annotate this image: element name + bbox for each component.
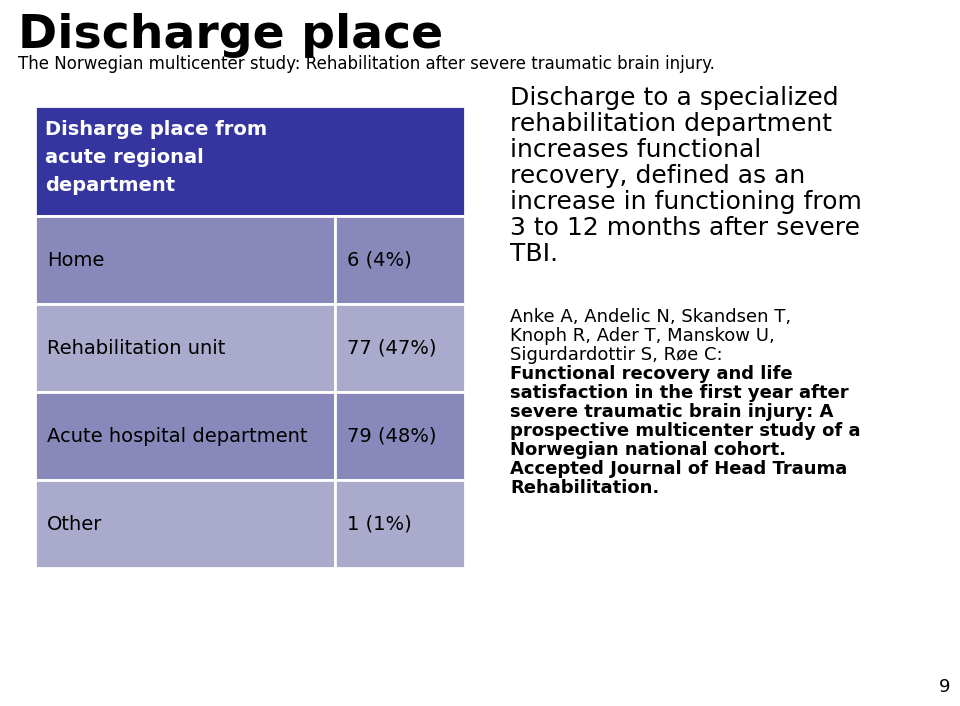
FancyBboxPatch shape [335, 216, 465, 304]
Text: 1 (1%): 1 (1%) [347, 515, 412, 534]
Text: Disharge place from: Disharge place from [45, 120, 267, 139]
Text: The Norwegian multicenter study: Rehabilitation after severe traumatic brain inj: The Norwegian multicenter study: Rehabil… [18, 55, 715, 73]
Text: Acute hospital department: Acute hospital department [47, 426, 307, 445]
Text: acute regional: acute regional [45, 148, 204, 167]
Text: 77 (47%): 77 (47%) [347, 338, 437, 357]
Text: department: department [45, 176, 175, 195]
Text: Sigurdardottir S, Røe C:: Sigurdardottir S, Røe C: [510, 346, 723, 364]
Text: satisfaction in the first year after: satisfaction in the first year after [510, 384, 849, 402]
Text: increase in functioning from: increase in functioning from [510, 190, 862, 214]
Text: Norwegian national cohort.: Norwegian national cohort. [510, 441, 786, 459]
FancyBboxPatch shape [35, 106, 465, 216]
Text: increases functional: increases functional [510, 138, 761, 162]
Text: Anke A, Andelic N, Skandsen T,: Anke A, Andelic N, Skandsen T, [510, 308, 791, 326]
Text: 79 (48%): 79 (48%) [347, 426, 437, 445]
Text: 6 (4%): 6 (4%) [347, 251, 412, 270]
FancyBboxPatch shape [35, 304, 335, 392]
Text: Functional recovery and life: Functional recovery and life [510, 365, 793, 383]
FancyBboxPatch shape [35, 392, 335, 480]
Text: Rehabilitation.: Rehabilitation. [510, 479, 660, 497]
FancyBboxPatch shape [335, 304, 465, 392]
Text: rehabilitation department: rehabilitation department [510, 112, 832, 136]
Text: Knoph R, Ader T, Manskow U,: Knoph R, Ader T, Manskow U, [510, 327, 775, 345]
Text: Accepted Journal of Head Trauma: Accepted Journal of Head Trauma [510, 460, 848, 478]
Text: 9: 9 [939, 678, 950, 696]
Text: severe traumatic brain injury: A: severe traumatic brain injury: A [510, 403, 833, 421]
Text: Other: Other [47, 515, 103, 534]
Text: 3 to 12 months after severe: 3 to 12 months after severe [510, 216, 860, 240]
Text: recovery, defined as an: recovery, defined as an [510, 164, 805, 188]
Text: TBI.: TBI. [510, 242, 558, 266]
Text: prospective multicenter study of a: prospective multicenter study of a [510, 422, 860, 440]
Text: Home: Home [47, 251, 105, 270]
FancyBboxPatch shape [35, 480, 335, 568]
FancyBboxPatch shape [35, 216, 335, 304]
FancyBboxPatch shape [335, 392, 465, 480]
Text: Discharge to a specialized: Discharge to a specialized [510, 86, 839, 110]
FancyBboxPatch shape [335, 480, 465, 568]
Text: Rehabilitation unit: Rehabilitation unit [47, 338, 226, 357]
Text: Discharge place: Discharge place [18, 13, 444, 58]
